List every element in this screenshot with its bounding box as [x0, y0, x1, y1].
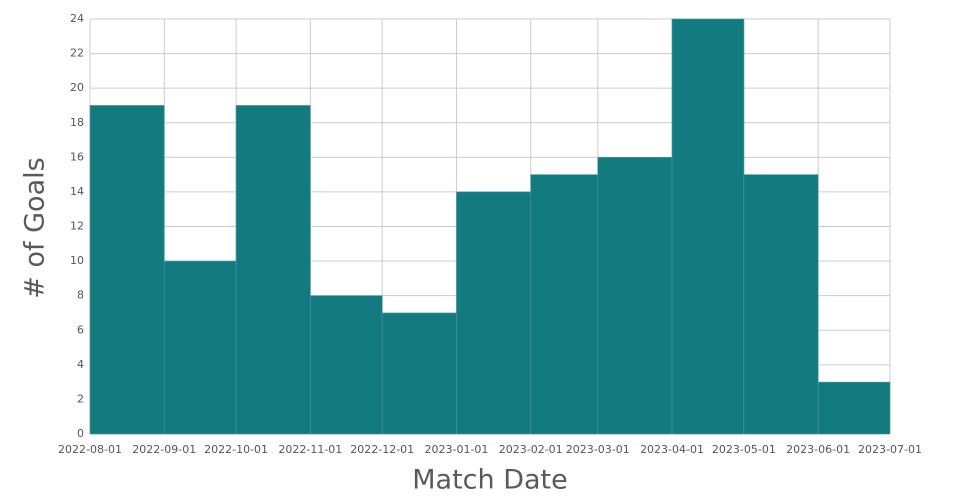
y-tick-label: 24	[70, 12, 84, 25]
y-tick-label: 14	[70, 185, 84, 198]
bar	[817, 381, 891, 435]
y-tick-label: 12	[70, 220, 84, 233]
x-tick-label: 2022-08-01	[58, 443, 122, 456]
x-tick-label: 2023-06-01	[786, 443, 850, 456]
x-tick-label: 2022-10-01	[204, 443, 268, 456]
x-tick-label: 2023-04-01	[640, 443, 704, 456]
x-tick-label: 2023-01-01	[424, 443, 488, 456]
x-axis-title: Match Date	[412, 465, 568, 496]
y-tick-label: 0	[77, 427, 84, 440]
y-tick-label: 8	[77, 289, 84, 302]
x-tick-label: 2023-07-01	[858, 443, 922, 456]
y-tick-label: 4	[77, 358, 84, 371]
y-tick-label: 18	[70, 116, 84, 129]
bar	[530, 174, 599, 435]
x-tick-label: 2023-05-01	[712, 443, 776, 456]
bar	[597, 157, 673, 435]
y-axis-title: # of Goals	[20, 157, 51, 298]
bar	[671, 18, 745, 435]
y-tick-label: 22	[70, 47, 84, 60]
bar	[235, 105, 311, 435]
bar	[89, 105, 165, 435]
bar	[743, 174, 819, 435]
y-tick-label: 2	[77, 392, 84, 405]
x-tick-label: 2022-11-01	[278, 443, 342, 456]
bar	[310, 295, 383, 435]
y-tick-label: 6	[77, 323, 84, 336]
x-tick-label: 2022-09-01	[132, 443, 196, 456]
bar	[163, 260, 237, 435]
bar	[381, 312, 457, 435]
x-tick-label: 2022-12-01	[350, 443, 414, 456]
x-tick-label: 2023-03-01	[566, 443, 630, 456]
y-tick-label: 16	[70, 150, 84, 163]
x-tick-label: 2023-02-01	[499, 443, 563, 456]
bar	[456, 191, 532, 435]
y-tick-label: 20	[70, 81, 84, 94]
y-tick-label: 10	[70, 254, 84, 267]
